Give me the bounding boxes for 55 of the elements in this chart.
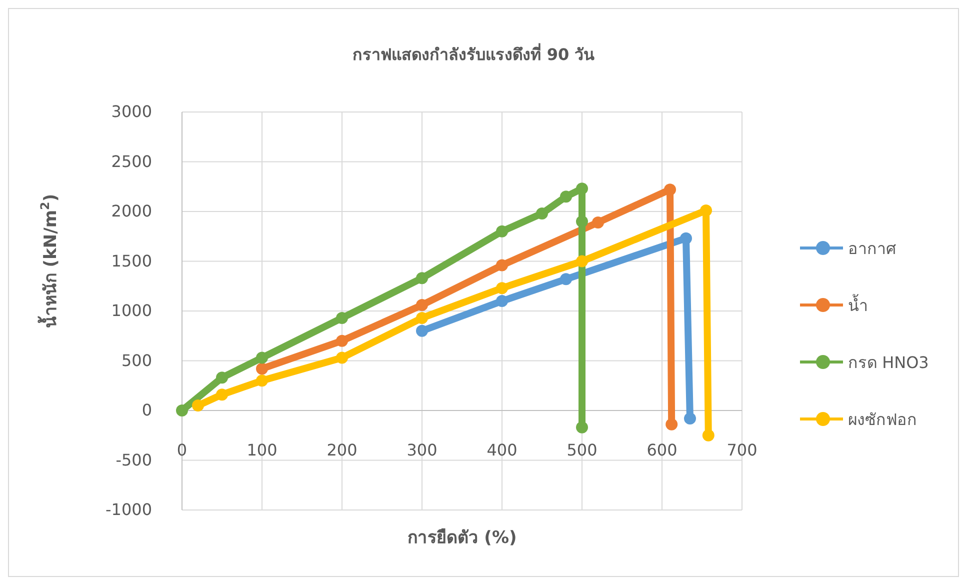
point [496,295,508,308]
y-tick-label: 2000 [111,202,152,220]
legend-label: น้ำ [848,294,868,315]
y-tick-label: 3000 [111,102,152,121]
point [576,255,588,268]
point [216,372,228,384]
point [216,388,228,401]
point [576,421,588,434]
point [416,324,428,337]
point [336,352,348,364]
x-tick-label: 200 [326,440,358,460]
legend-label: กรด HNO3 [848,353,929,372]
x-tick-label: 100 [246,440,278,460]
point [256,374,268,387]
point [416,299,428,312]
y-tick-label: -500 [116,450,152,470]
y-tick-label: -1000 [106,500,152,519]
point [336,312,348,324]
x-axis-title: การยืดตัว (%) [407,527,517,548]
point [666,418,678,430]
y-tick-label: 500 [121,350,152,370]
point [256,352,268,364]
point [416,312,428,324]
point [702,429,714,442]
point [496,282,508,294]
legend-label: อากาศ [848,239,896,258]
x-tick-label: 700 [726,440,758,460]
point [680,232,692,244]
point [416,272,428,284]
y-tick-label: 2500 [111,152,152,171]
point [536,207,548,220]
point [664,184,676,196]
point [684,412,696,424]
point [700,204,712,217]
y-tick-label: 1500 [111,251,152,270]
x-tick-label: 500 [566,440,598,460]
point [192,400,204,412]
x-tick-label: 400 [486,440,518,460]
point [256,362,268,375]
point [560,273,572,286]
point [496,259,508,272]
point [176,404,188,416]
point [560,190,572,203]
x-tick-label: 600 [646,440,678,460]
y-tick-label: 1000 [111,301,152,320]
x-tick-label: 0 [176,440,188,460]
point [576,215,588,228]
point [336,334,348,347]
point [576,182,588,195]
chart-title: กราฟแสดงกำลังรับแรงดึงที่ 90 วัน [352,43,595,64]
x-tick-label: 300 [406,440,438,460]
legend-label: ผงซักฟอก [848,410,917,429]
y-tick-label: 0 [142,400,152,420]
point [496,225,508,238]
point [592,216,604,228]
